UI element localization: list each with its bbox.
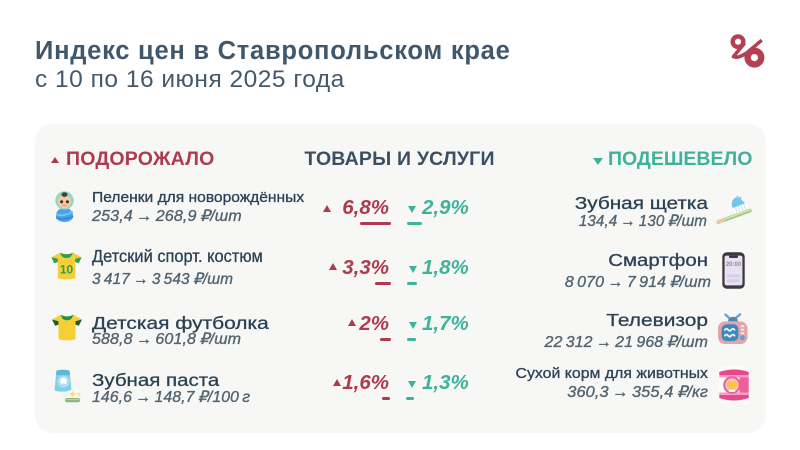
svg-text:20:00: 20:00	[726, 262, 742, 268]
svg-text:10: 10	[60, 263, 74, 277]
